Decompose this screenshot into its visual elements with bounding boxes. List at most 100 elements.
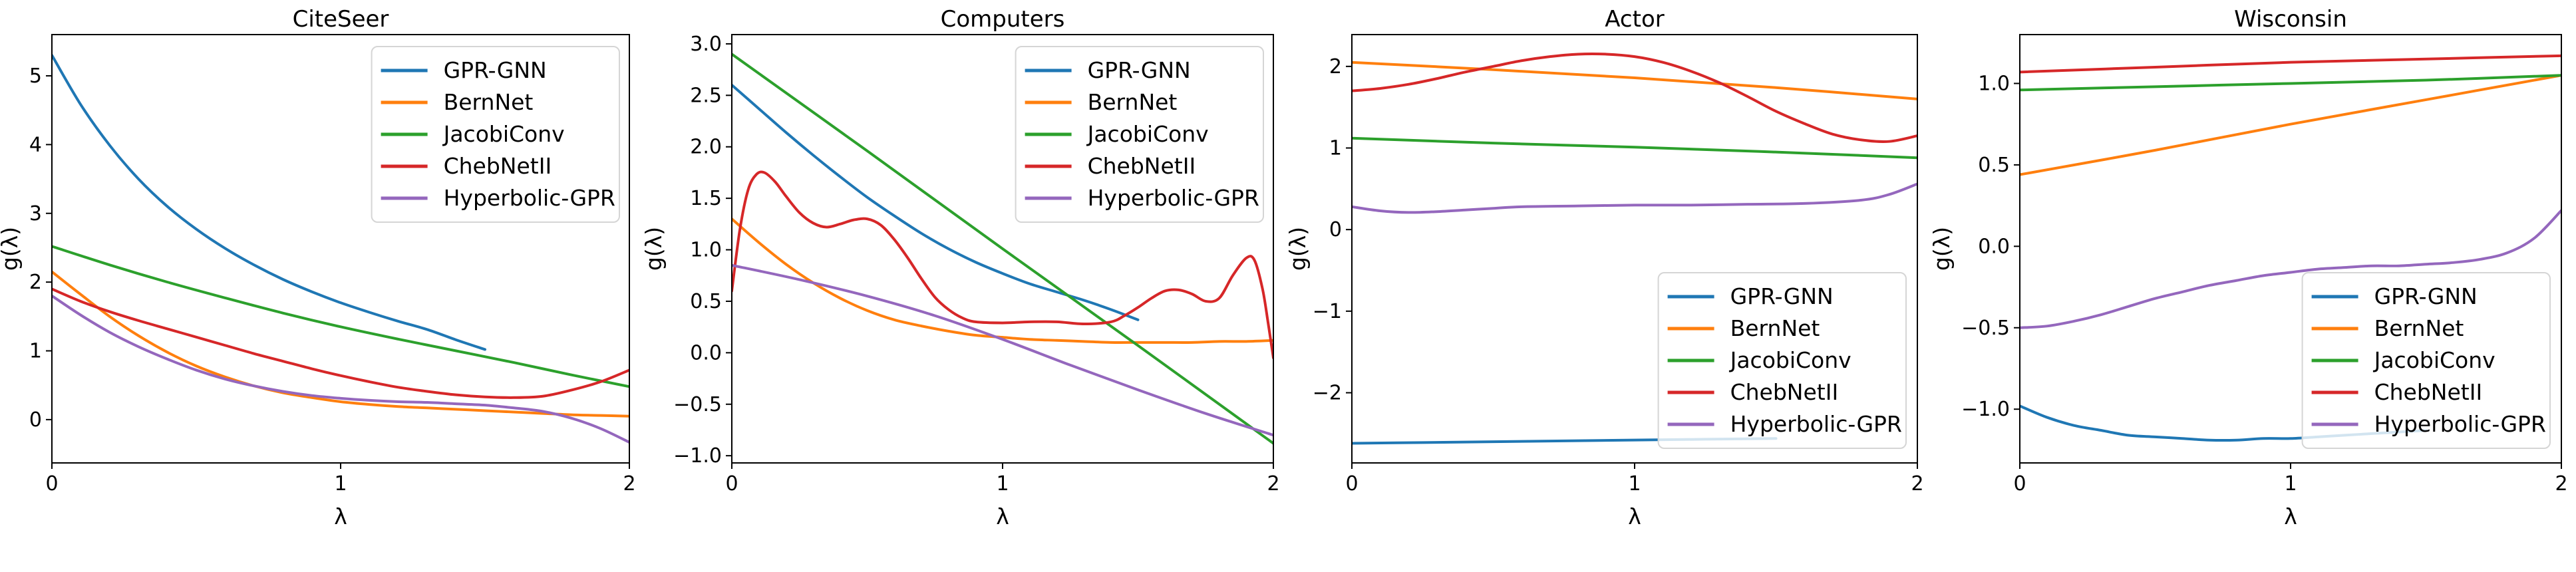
series-line-hyperbolic-gpr [52, 294, 629, 444]
y-tick-label: 2.0 [690, 136, 722, 159]
y-tick-label: 4 [29, 133, 42, 156]
legend-label-gpr-gnn: GPR-GNN [2374, 283, 2478, 309]
y-tick-label: −1.0 [673, 444, 722, 468]
axis-tick-labels: 0 1 2 −1.0 −0.5 0.0 0.5 1.0 [1961, 72, 2567, 496]
legend-item-bernnet: BernNet [1025, 89, 1178, 115]
legend-item-bernnet: BernNet [2311, 315, 2464, 341]
x-tick-label: 0 [725, 472, 738, 496]
legend-item-gpr-gnn: GPR-GNN [2311, 283, 2478, 309]
legend-label-chebnetii: ChebNetII [444, 153, 552, 179]
legend-box [371, 46, 620, 223]
series-line-chebnetii [1352, 52, 1917, 144]
x-tick-label: 0 [2013, 472, 2026, 496]
legend-box [2301, 272, 2551, 449]
series-line-bernnet [2020, 74, 2561, 176]
legend-label-bernnet: BernNet [2374, 315, 2464, 341]
x-tick-label: 2 [1911, 472, 1923, 496]
chart-wisconsin: 0 1 2 −1.0 −0.5 0.0 0.5 1.0 Wisconsin λ g(λ) GPR-GN… [1932, 6, 2568, 529]
chart-actor: 0 1 2 −2 −1 0 1 2 Actor λ g(λ) GPR-GNN BernNet Jacobi… [1288, 6, 1924, 529]
y-axis-label: g(λ) [0, 227, 23, 271]
series-line-chebnetii [52, 287, 629, 399]
legend-label-chebnetii: ChebNetII [1730, 379, 1839, 405]
y-tick-label: 1.5 [690, 187, 722, 210]
legend-item-hyperbolic-gpr: Hyperbolic-GPR [1667, 411, 1902, 437]
y-tick-label: −2 [1313, 382, 1342, 405]
y-tick-label: 3 [29, 202, 42, 225]
y-tick-label: 2 [29, 271, 42, 294]
series-line-jacobiconv [1352, 136, 1917, 160]
y-tick-label: 0 [1329, 218, 1342, 241]
axis-tick-labels: 0 1 2 −1.0 −0.5 0.0 0.5 1.0 1.5 2.0 2.5 3.0 [673, 33, 1279, 496]
legend-item-bernnet: BernNet [1667, 315, 1820, 341]
y-tick-label: 2.5 [690, 84, 722, 107]
y-tick-label: 5 [29, 65, 42, 88]
legend-label-jacobiconv: JacobiConv [442, 121, 565, 147]
legend-label-jacobiconv: JacobiConv [2373, 347, 2496, 373]
y-tick-label: −0.5 [1961, 317, 2010, 340]
legend-label-bernnet: BernNet [444, 89, 534, 115]
series-line-hyperbolic-gpr [732, 263, 1273, 437]
series-line-chebnetii [732, 170, 1273, 360]
y-tick-label: −1.0 [1961, 398, 2010, 421]
legend-item-chebnetii: ChebNetII [1667, 379, 1839, 405]
x-tick-label: 0 [45, 472, 58, 496]
y-tick-label: 0.5 [1978, 154, 2010, 177]
y-tick-label: 1 [1329, 137, 1342, 160]
plot-area [1352, 52, 1917, 445]
y-tick-label: 0.0 [690, 341, 722, 364]
chart-title: Computers [941, 6, 1065, 33]
legend-item-gpr-gnn: GPR-GNN [1667, 283, 1834, 309]
legend-label-gpr-gnn: GPR-GNN [1088, 57, 1191, 83]
chart-panel-wisconsin: 0 1 2 −1.0 −0.5 0.0 0.5 1.0 Wisconsin λ g(λ) GPR-GN… [1932, 0, 2576, 572]
y-tick-label: 1.0 [690, 239, 722, 262]
y-tick-label: 0.5 [690, 290, 722, 313]
y-tick-label: −0.5 [673, 393, 722, 416]
x-axis-label: λ [334, 503, 347, 529]
x-tick-label: 2 [2555, 472, 2567, 496]
chart-panel-computers: 0 1 2 −1.0 −0.5 0.0 0.5 1.0 1.5 2.0 2.5 3.0 Computer… [644, 0, 1288, 572]
y-tick-label: 0.0 [1978, 235, 2010, 258]
legend-item-gpr-gnn: GPR-GNN [381, 57, 547, 83]
legend-item-jacobiconv: JacobiConv [2311, 347, 2496, 373]
chart-title: Actor [1605, 6, 1664, 33]
legend-label-jacobiconv: JacobiConv [1086, 121, 1209, 147]
axis-ticks [2014, 82, 2562, 469]
legend-label-jacobiconv: JacobiConv [1729, 347, 1852, 373]
legend-item-gpr-gnn: GPR-GNN [1025, 57, 1191, 83]
series-line-gpr-gnn [52, 54, 486, 351]
legend-label-hyperbolic-gpr: Hyperbolic-GPR [2374, 411, 2546, 437]
legend-item-chebnetii: ChebNetII [2311, 379, 2483, 405]
legend-label-chebnetii: ChebNetII [1088, 153, 1196, 179]
legend-label-bernnet: BernNet [1730, 315, 1820, 341]
legend-label-bernnet: BernNet [1088, 89, 1178, 115]
y-tick-label: 2 [1329, 55, 1342, 78]
series-line-jacobiconv [52, 245, 629, 388]
legend-label-gpr-gnn: GPR-GNN [1730, 283, 1834, 309]
x-axis-label: λ [2284, 503, 2297, 529]
series-line-hyperbolic-gpr [1352, 182, 1917, 214]
legend-item-bernnet: BernNet [381, 89, 534, 115]
axis-ticks [1346, 65, 1918, 469]
legend: GPR-GNN BernNet JacobiConv ChebNetII Hyperbo… [2301, 272, 2551, 449]
y-tick-label: 3.0 [690, 33, 722, 56]
axis-tick-labels: 0 1 2 0 1 2 3 4 5 [29, 65, 636, 496]
chart-computers: 0 1 2 −1.0 −0.5 0.0 0.5 1.0 1.5 2.0 2.5 3.0 Computer… [644, 6, 1280, 529]
legend-item-jacobiconv: JacobiConv [1025, 121, 1209, 147]
y-axis-label: g(λ) [1932, 227, 1955, 271]
x-tick-label: 1 [2284, 472, 2297, 496]
y-axis-label: g(λ) [1288, 227, 1311, 271]
legend-label-hyperbolic-gpr: Hyperbolic-GPR [1088, 185, 1259, 211]
y-tick-label: 1.0 [1978, 72, 2010, 95]
axis-ticks [726, 43, 1274, 469]
x-tick-label: 1 [1628, 472, 1641, 496]
y-tick-label: −1 [1313, 300, 1342, 323]
legend-item-jacobiconv: JacobiConv [381, 121, 565, 147]
legend: GPR-GNN BernNet JacobiConv ChebNetII Hyperbo… [1657, 272, 1907, 449]
chart-title: CiteSeer [293, 6, 389, 33]
plot-area [732, 53, 1273, 445]
legend-box [1657, 272, 1907, 449]
legend-label-chebnetii: ChebNetII [2374, 379, 2483, 405]
x-tick-label: 1 [996, 472, 1009, 496]
series-line-hyperbolic-gpr [2020, 209, 2561, 329]
